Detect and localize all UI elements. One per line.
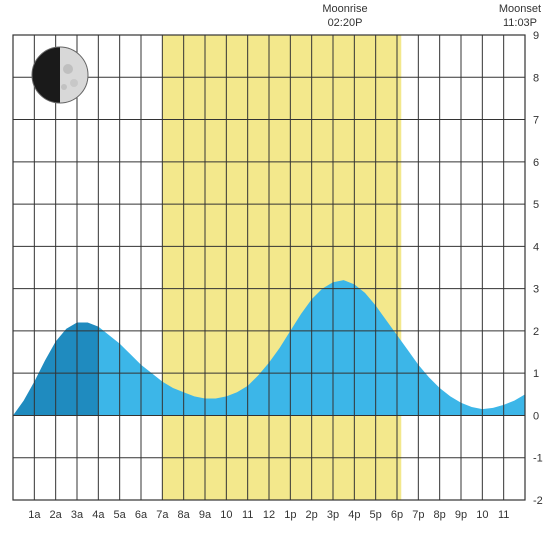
x-axis-label: 8p (434, 509, 446, 521)
y-axis-label: 4 (533, 241, 539, 253)
x-axis-label: 1p (284, 509, 296, 521)
y-axis-label: 5 (533, 199, 539, 211)
x-axis-label: 7a (156, 509, 169, 521)
x-axis-label: 6a (135, 509, 148, 521)
chart-canvas: 1a2a3a4a5a6a7a8a9a1011121p2p3p4p5p6p7p8p… (0, 0, 550, 550)
moon-phase-icon (32, 47, 88, 103)
y-axis-label: -2 (533, 495, 543, 507)
x-axis-label: 3a (71, 509, 84, 521)
x-axis-label: 11 (242, 509, 253, 521)
y-axis-label: 9 (533, 30, 539, 42)
y-axis-label: 7 (533, 115, 539, 127)
x-axis-label: 4a (92, 509, 105, 521)
y-axis-label: 1 (533, 368, 539, 380)
x-axis-label: 6p (391, 509, 403, 521)
x-axis-label: 7p (412, 509, 424, 521)
y-axis-label: 8 (533, 72, 539, 84)
tide-chart: 1a2a3a4a5a6a7a8a9a1011121p2p3p4p5p6p7p8p… (0, 0, 550, 550)
moonrise-label: Moonrise (322, 3, 367, 15)
x-axis-label: 9p (455, 509, 467, 521)
moonset-time: 11:03P (503, 17, 537, 29)
moonrise-time: 02:20P (328, 17, 363, 29)
y-axis-label: 6 (533, 157, 539, 169)
daylight-band (162, 35, 401, 500)
x-axis-label: 5a (114, 509, 127, 521)
x-axis-label: 5p (370, 509, 382, 521)
x-axis-label: 3p (327, 509, 339, 521)
x-axis-label: 8a (178, 509, 191, 521)
y-axis-label: 3 (533, 284, 539, 296)
x-axis-label: 1a (28, 509, 41, 521)
x-axis-label: 9a (199, 509, 212, 521)
y-axis-label: 0 (533, 410, 539, 422)
x-axis-label: 4p (348, 509, 360, 521)
y-axis-label: 2 (533, 326, 539, 338)
y-axis-label: -1 (533, 453, 543, 465)
grid (13, 35, 525, 500)
x-axis-label: 11 (498, 509, 509, 521)
x-axis-label: 10 (476, 509, 488, 521)
x-axis-label: 12 (263, 509, 275, 521)
moonset-label: Moonset (499, 3, 541, 15)
x-axis-label: 10 (220, 509, 232, 521)
x-axis-label: 2a (50, 509, 63, 521)
x-axis-label: 2p (306, 509, 318, 521)
